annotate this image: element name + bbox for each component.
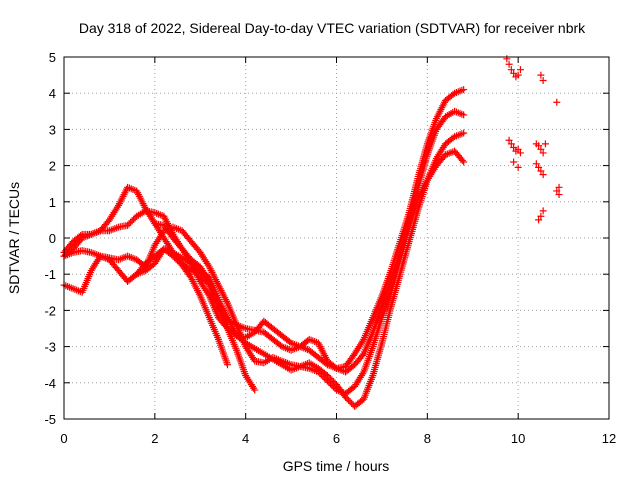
data-point bbox=[124, 221, 132, 229]
data-point bbox=[514, 145, 522, 153]
y-tick-label: -4 bbox=[44, 376, 56, 391]
data-point bbox=[323, 372, 331, 380]
data-point bbox=[539, 149, 547, 157]
data-point bbox=[537, 212, 545, 220]
data-point bbox=[460, 86, 468, 94]
data-point bbox=[128, 217, 136, 225]
data-point bbox=[345, 396, 353, 404]
data-point bbox=[348, 399, 356, 407]
data-point bbox=[224, 361, 231, 369]
x-tick-label: 8 bbox=[424, 431, 431, 446]
data-point bbox=[507, 140, 515, 148]
x-tick-label: 0 bbox=[60, 431, 67, 446]
y-tick-label: 5 bbox=[49, 50, 56, 65]
data-point bbox=[127, 218, 135, 226]
data-point bbox=[514, 71, 522, 79]
data-point bbox=[343, 395, 351, 403]
data-point bbox=[77, 232, 85, 240]
y-tick-label: -3 bbox=[44, 340, 56, 355]
data-point bbox=[537, 145, 545, 153]
data-point bbox=[539, 171, 547, 179]
data-points bbox=[60, 55, 563, 410]
data-point bbox=[175, 258, 183, 266]
data-point bbox=[535, 163, 543, 171]
data-point bbox=[251, 386, 259, 394]
data-point bbox=[516, 149, 524, 157]
data-point bbox=[326, 375, 334, 383]
data-point bbox=[532, 160, 540, 168]
x-tick-label: 4 bbox=[242, 431, 249, 446]
x-tick-label: 10 bbox=[511, 431, 525, 446]
data-point bbox=[510, 158, 518, 166]
data-point bbox=[510, 144, 518, 151]
data-point bbox=[125, 220, 133, 228]
data-point bbox=[460, 129, 468, 137]
data-point bbox=[553, 187, 561, 195]
data-point bbox=[541, 140, 549, 148]
data-point bbox=[346, 398, 354, 406]
y-tick-label: 2 bbox=[49, 159, 56, 174]
data-point bbox=[535, 142, 543, 150]
data-point bbox=[174, 257, 182, 265]
data-point bbox=[130, 215, 138, 223]
y-tick-label: -5 bbox=[44, 412, 56, 427]
x-tick-label: 12 bbox=[602, 431, 616, 446]
data-point bbox=[516, 66, 524, 74]
data-point bbox=[460, 158, 468, 166]
data-point bbox=[171, 254, 179, 262]
data-point bbox=[539, 77, 547, 85]
data-point bbox=[328, 376, 336, 384]
y-tick-label: 4 bbox=[49, 86, 56, 101]
y-tick-label: -1 bbox=[44, 267, 56, 282]
chart-title: Day 318 of 2022, Sidereal Day-to-day VTE… bbox=[79, 20, 586, 36]
data-point bbox=[537, 71, 545, 79]
x-tick-label: 2 bbox=[151, 431, 158, 446]
data-point bbox=[507, 66, 515, 74]
x-axis-label: GPS time / hours bbox=[283, 458, 390, 474]
data-point bbox=[172, 255, 180, 263]
data-point bbox=[458, 156, 466, 164]
data-point bbox=[553, 98, 561, 106]
y-tick-label: 3 bbox=[49, 122, 56, 137]
data-point bbox=[510, 69, 518, 77]
data-point bbox=[505, 60, 513, 68]
data-point bbox=[539, 207, 547, 215]
data-point bbox=[342, 393, 350, 401]
data-point bbox=[460, 111, 468, 119]
data-point bbox=[503, 55, 511, 63]
y-tick-label: -2 bbox=[44, 303, 56, 318]
data-point bbox=[169, 252, 177, 260]
data-point bbox=[325, 373, 333, 381]
data-point bbox=[535, 216, 543, 224]
x-tick-label: 6 bbox=[333, 431, 340, 446]
data-point bbox=[555, 183, 563, 191]
data-point bbox=[505, 136, 513, 144]
data-point bbox=[514, 163, 522, 171]
data-point bbox=[537, 167, 545, 175]
y-tick-label: 0 bbox=[49, 231, 56, 246]
data-point bbox=[555, 191, 563, 199]
y-axis-label: SDTVAR / TECUs bbox=[6, 182, 22, 294]
data-point bbox=[329, 378, 337, 386]
y-tick-label: 1 bbox=[49, 195, 56, 210]
data-point bbox=[358, 351, 366, 359]
grid bbox=[64, 57, 609, 419]
